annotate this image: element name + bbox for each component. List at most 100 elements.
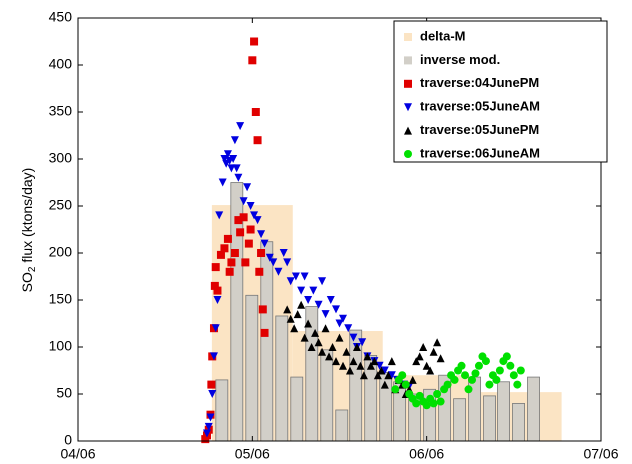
y-tick-label: 150 bbox=[49, 291, 73, 307]
inverse-bar bbox=[512, 402, 525, 442]
point bbox=[304, 319, 313, 328]
inverse-bar bbox=[275, 315, 289, 442]
inverse-bar bbox=[453, 398, 467, 442]
legend-swatch bbox=[404, 33, 412, 41]
point bbox=[257, 230, 266, 239]
point bbox=[412, 399, 421, 408]
point bbox=[380, 366, 389, 375]
point bbox=[380, 380, 389, 389]
inverse-bar bbox=[497, 381, 510, 442]
point bbox=[216, 250, 225, 259]
point bbox=[358, 338, 367, 347]
point bbox=[366, 361, 375, 370]
point bbox=[234, 216, 243, 225]
point bbox=[223, 150, 232, 159]
point bbox=[274, 267, 283, 276]
point bbox=[241, 258, 250, 267]
point bbox=[471, 369, 480, 378]
x-tick-label: 04/06 bbox=[60, 446, 95, 462]
point bbox=[359, 371, 368, 380]
point bbox=[335, 333, 344, 342]
point bbox=[230, 136, 239, 145]
legend-swatch bbox=[404, 79, 412, 88]
point bbox=[387, 357, 396, 366]
y-axis-label: SO2 flux (ktons/day) bbox=[19, 168, 38, 293]
point bbox=[474, 361, 483, 370]
point bbox=[422, 401, 431, 410]
point bbox=[398, 371, 407, 380]
point bbox=[426, 366, 435, 375]
x-tick-label: 07/06 bbox=[583, 446, 618, 462]
point bbox=[415, 352, 424, 361]
point bbox=[293, 310, 302, 319]
point bbox=[239, 213, 248, 222]
y-tick-label: 50 bbox=[56, 385, 72, 401]
point bbox=[236, 122, 245, 131]
x-tick-label: 05/06 bbox=[235, 446, 270, 462]
y-tick-label: 0 bbox=[64, 432, 72, 448]
point bbox=[210, 281, 219, 290]
point bbox=[352, 343, 361, 351]
point bbox=[286, 277, 295, 286]
legend-label: traverse:06JuneAM bbox=[420, 145, 540, 160]
point bbox=[433, 390, 442, 398]
point bbox=[377, 366, 386, 375]
point bbox=[408, 375, 417, 384]
legend-label: traverse:04JunePM bbox=[420, 75, 539, 90]
point bbox=[433, 338, 442, 347]
legend-swatch bbox=[404, 103, 412, 112]
point bbox=[246, 202, 255, 210]
point bbox=[335, 319, 344, 328]
x-tick-label: 06/06 bbox=[409, 446, 444, 462]
point bbox=[401, 380, 410, 389]
point bbox=[213, 296, 222, 304]
point bbox=[297, 300, 306, 309]
point bbox=[412, 357, 421, 366]
point bbox=[250, 211, 259, 220]
point bbox=[232, 164, 241, 173]
legend-label: traverse:05JuneAM bbox=[420, 99, 540, 114]
point bbox=[218, 178, 227, 187]
point bbox=[429, 399, 438, 408]
y-tick-label: 450 bbox=[49, 9, 73, 25]
point bbox=[253, 216, 262, 225]
point bbox=[363, 352, 372, 361]
point bbox=[344, 324, 353, 333]
point bbox=[213, 286, 222, 295]
point bbox=[387, 371, 396, 380]
point bbox=[450, 375, 459, 384]
point bbox=[328, 343, 337, 351]
inverse-bar bbox=[335, 409, 349, 442]
point bbox=[250, 37, 259, 46]
point bbox=[461, 371, 470, 380]
point bbox=[419, 343, 428, 351]
point bbox=[265, 253, 274, 262]
legend-swatch bbox=[404, 126, 412, 135]
point bbox=[349, 357, 358, 366]
point bbox=[230, 249, 239, 257]
point bbox=[436, 354, 445, 363]
point bbox=[345, 366, 354, 375]
point bbox=[290, 324, 299, 333]
point bbox=[220, 244, 229, 253]
point bbox=[269, 258, 278, 267]
point bbox=[207, 380, 216, 389]
y-label-part: flux (ktons/day) bbox=[19, 168, 35, 267]
point bbox=[349, 333, 358, 342]
inverse-bar bbox=[320, 349, 334, 442]
point bbox=[208, 390, 217, 398]
point bbox=[234, 173, 243, 182]
legend-label: inverse mod. bbox=[420, 52, 500, 67]
point bbox=[332, 357, 341, 366]
inverse-bar bbox=[290, 376, 304, 442]
point bbox=[502, 352, 511, 361]
y-tick-label: 400 bbox=[49, 56, 73, 72]
legend-label: delta-M bbox=[420, 28, 466, 43]
point bbox=[443, 380, 452, 389]
inverse-bar bbox=[527, 376, 540, 442]
point bbox=[311, 328, 320, 337]
point bbox=[253, 136, 262, 145]
point bbox=[260, 328, 269, 337]
y-tick-label: 100 bbox=[49, 338, 73, 354]
